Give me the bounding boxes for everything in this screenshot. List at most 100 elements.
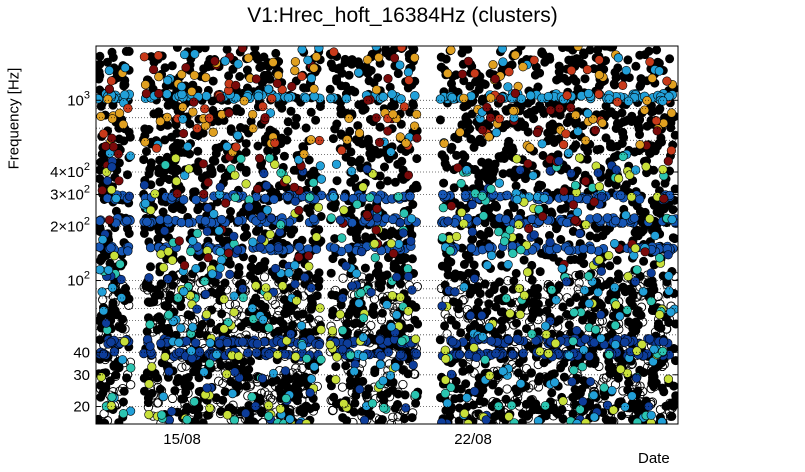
band-cluster-marker (253, 91, 264, 102)
colored-cluster-marker (470, 68, 480, 78)
band-cluster-marker (269, 194, 279, 205)
empty-cluster-marker (545, 121, 555, 131)
empty-cluster-marker (440, 153, 450, 163)
empty-cluster-marker (451, 320, 461, 330)
colored-cluster-marker (219, 294, 229, 304)
colored-cluster-marker (664, 271, 674, 281)
colored-cluster-marker (609, 239, 620, 249)
empty-cluster-marker (490, 200, 500, 210)
empty-cluster-marker (259, 52, 269, 62)
empty-cluster-marker (259, 263, 269, 273)
colored-cluster-marker (174, 337, 184, 348)
colored-cluster-marker (372, 85, 382, 95)
empty-cluster-marker (461, 112, 471, 122)
band-cluster-marker (233, 216, 244, 226)
empty-cluster-marker (114, 418, 124, 424)
colored-cluster-marker (457, 69, 468, 79)
band-cluster-marker (222, 338, 233, 348)
empty-cluster-marker (271, 48, 281, 58)
colored-cluster-marker (389, 53, 400, 63)
band-cluster-marker (396, 94, 406, 104)
band-cluster-marker (329, 243, 340, 253)
empty-cluster-marker (595, 144, 605, 154)
band-cluster-marker (586, 244, 596, 255)
colored-cluster-marker (503, 335, 514, 345)
colored-cluster-marker (155, 116, 165, 126)
colored-cluster-marker (540, 401, 551, 411)
colored-cluster-marker (275, 404, 286, 414)
colored-cluster-marker (177, 81, 187, 92)
colored-cluster-marker (258, 315, 268, 325)
colored-cluster-marker (331, 159, 342, 169)
colored-cluster-marker (104, 215, 114, 225)
colored-cluster-marker (188, 107, 198, 117)
colored-cluster-marker (610, 320, 620, 331)
colored-cluster-marker (499, 236, 510, 246)
colored-cluster-marker (268, 57, 278, 68)
colored-cluster-marker (354, 67, 364, 78)
colored-cluster-marker (540, 321, 551, 331)
colored-cluster-marker (486, 93, 496, 103)
colored-cluster-marker (485, 371, 495, 381)
colored-cluster-marker (392, 310, 402, 320)
empty-cluster-marker (193, 146, 203, 156)
band-cluster-marker (518, 348, 528, 359)
colored-cluster-marker (358, 332, 368, 342)
colored-cluster-marker (658, 346, 668, 357)
empty-cluster-marker (639, 256, 649, 266)
colored-cluster-marker (215, 182, 225, 192)
empty-cluster-marker (347, 85, 357, 95)
colored-cluster-marker (140, 137, 150, 147)
colored-cluster-marker (632, 417, 642, 424)
colored-cluster-marker (566, 102, 576, 113)
colored-cluster-marker (214, 226, 224, 236)
colored-cluster-marker (568, 336, 578, 346)
empty-cluster-marker (534, 180, 544, 190)
band-cluster-marker (243, 348, 253, 358)
colored-cluster-marker (189, 70, 199, 80)
colored-cluster-marker (124, 191, 134, 201)
colored-cluster-marker (581, 418, 591, 424)
colored-cluster-marker (480, 355, 490, 365)
colored-cluster-marker (477, 191, 487, 201)
colored-cluster-marker (638, 287, 649, 297)
colored-cluster-marker (557, 263, 567, 274)
colored-cluster-marker (391, 362, 401, 372)
empty-cluster-marker (538, 49, 548, 59)
empty-cluster-marker (461, 379, 471, 389)
colored-cluster-marker (96, 111, 106, 121)
colored-cluster-marker (118, 119, 128, 130)
empty-cluster-marker (340, 54, 350, 64)
empty-cluster-marker (579, 50, 589, 60)
colored-cluster-marker (516, 245, 526, 255)
colored-cluster-marker (593, 168, 603, 178)
empty-cluster-marker (491, 302, 501, 312)
colored-cluster-marker (186, 346, 196, 356)
colored-cluster-marker (666, 307, 676, 317)
colored-cluster-marker (387, 291, 397, 301)
colored-cluster-marker (459, 219, 469, 229)
colored-cluster-marker (494, 178, 505, 188)
colored-cluster-marker (554, 103, 565, 113)
colored-cluster-marker (309, 362, 319, 372)
colored-cluster-marker (399, 208, 409, 218)
colored-cluster-marker (188, 322, 198, 332)
colored-cluster-marker (225, 269, 235, 280)
empty-cluster-marker (413, 319, 423, 329)
colored-cluster-marker (558, 140, 569, 150)
empty-cluster-marker (325, 84, 335, 94)
colored-cluster-marker (554, 156, 564, 166)
colored-cluster-marker (192, 304, 202, 314)
colored-cluster-marker (247, 392, 257, 402)
colored-cluster-marker (366, 287, 376, 297)
band-cluster-marker (552, 243, 562, 254)
colored-cluster-marker (268, 368, 279, 379)
colored-cluster-marker (604, 251, 614, 261)
colored-cluster-marker (408, 360, 418, 370)
colored-cluster-marker (139, 180, 150, 190)
colored-cluster-marker (311, 52, 322, 62)
empty-cluster-marker (233, 270, 243, 280)
colored-cluster-marker (354, 298, 364, 308)
colored-cluster-marker (667, 214, 677, 224)
empty-cluster-marker (655, 104, 665, 114)
